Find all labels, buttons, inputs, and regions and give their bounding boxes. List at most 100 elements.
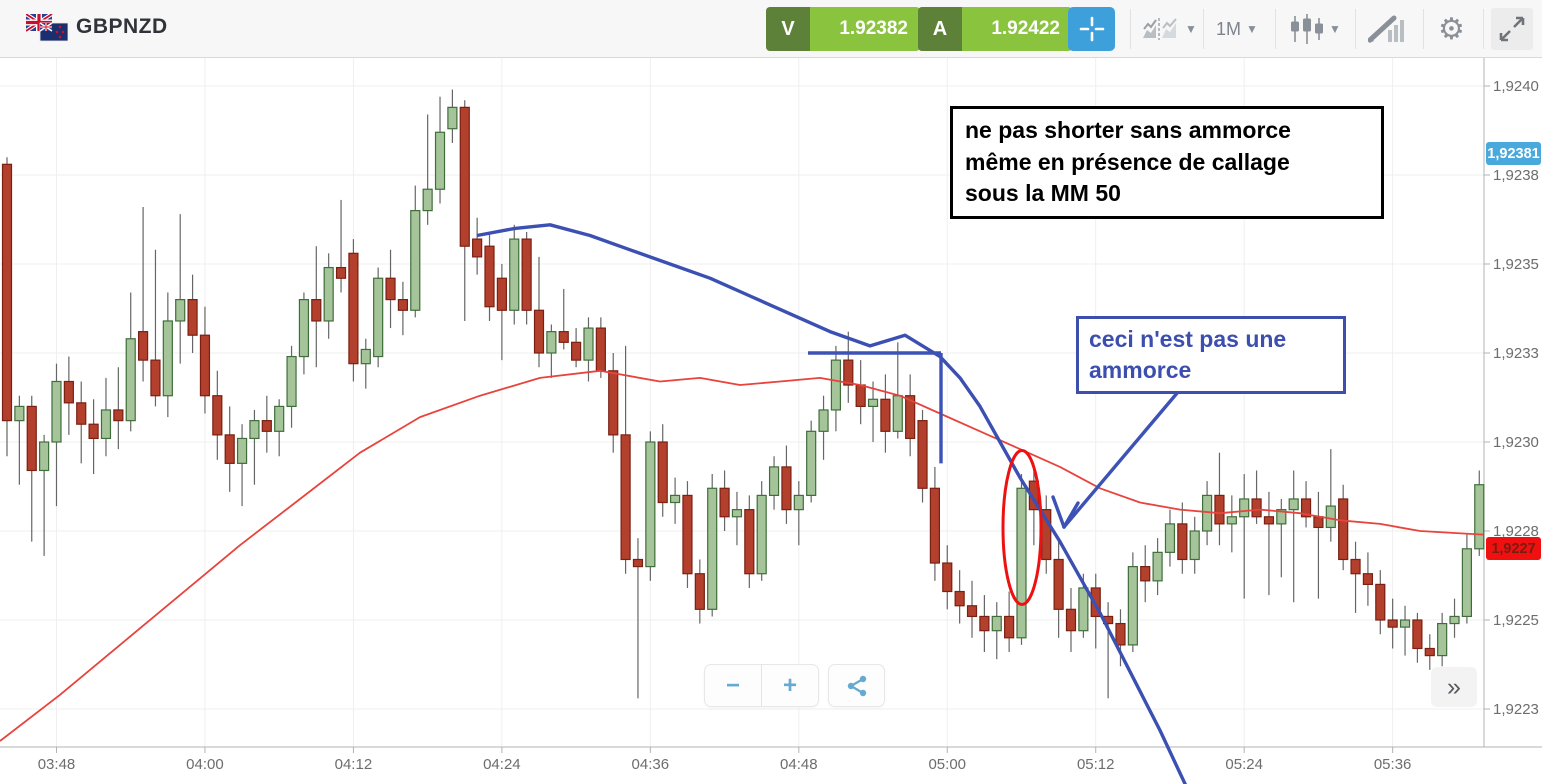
annotation-note-not-a-trigger[interactable]: ceci n'est pas une ammorce bbox=[1076, 316, 1346, 395]
candle bbox=[162, 320, 173, 397]
candle bbox=[261, 420, 272, 432]
candle bbox=[348, 252, 359, 365]
chevron-down-icon: ▼ bbox=[1246, 22, 1258, 36]
candle bbox=[632, 558, 644, 568]
candle bbox=[546, 331, 557, 354]
x-axis-label: 05:24 bbox=[1225, 756, 1263, 773]
candle bbox=[806, 430, 817, 497]
sell-tag: V bbox=[766, 7, 810, 51]
candle bbox=[1, 163, 13, 422]
candle bbox=[608, 370, 619, 436]
candle bbox=[496, 277, 507, 311]
annotation-note-shorting-rule[interactable]: ne pas shorter sans ammorce même en prés… bbox=[950, 106, 1384, 220]
candle bbox=[1338, 498, 1349, 561]
candle bbox=[236, 437, 248, 464]
candle bbox=[1387, 619, 1398, 628]
zoom-in-button[interactable]: + bbox=[782, 671, 797, 699]
candle bbox=[1164, 523, 1176, 553]
mm50-moving-average-line bbox=[476, 223, 1187, 784]
candle bbox=[830, 359, 842, 411]
candlestick-style-icon bbox=[1291, 14, 1323, 44]
candle bbox=[1399, 619, 1411, 628]
candle bbox=[719, 487, 730, 518]
buy-button[interactable]: A 1.92422 bbox=[918, 7, 1072, 51]
x-axis-label: 04:36 bbox=[631, 756, 670, 773]
fullscreen-button[interactable] bbox=[1491, 8, 1533, 50]
candle bbox=[533, 309, 545, 354]
candle bbox=[1016, 487, 1027, 639]
crosshair-icon bbox=[1079, 16, 1104, 42]
candle bbox=[1115, 622, 1126, 646]
indicators-button[interactable] bbox=[1368, 7, 1404, 51]
candle bbox=[410, 210, 421, 311]
candle bbox=[1152, 551, 1163, 582]
compare-chart-dropdown[interactable]: ▼ bbox=[1142, 7, 1197, 51]
candle bbox=[1263, 516, 1275, 525]
candle bbox=[558, 331, 569, 343]
candle bbox=[298, 299, 310, 358]
candle bbox=[1004, 615, 1015, 639]
buy-price: 1.92422 bbox=[962, 7, 1072, 51]
candle bbox=[905, 395, 916, 440]
note-line: ammorce bbox=[1089, 357, 1192, 384]
candle bbox=[571, 341, 582, 361]
x-axis-label: 04:00 bbox=[186, 756, 224, 773]
candle bbox=[855, 384, 866, 408]
candle bbox=[793, 494, 804, 511]
expand-icon bbox=[1499, 16, 1525, 42]
candle bbox=[843, 359, 854, 386]
note-line: ne pas shorter sans ammorce bbox=[965, 117, 1291, 143]
candle bbox=[1375, 583, 1386, 621]
note-line: ceci n'est pas une bbox=[1089, 326, 1287, 352]
candle bbox=[335, 266, 347, 279]
candle bbox=[1140, 565, 1151, 582]
candle bbox=[397, 299, 409, 311]
slow-moving-average-line bbox=[0, 369, 1484, 742]
zoom-out-button[interactable]: − bbox=[705, 665, 762, 706]
candle bbox=[125, 338, 136, 422]
gear-icon: ⚙ bbox=[1438, 12, 1465, 46]
chart-style-dropdown[interactable]: ▼ bbox=[1290, 7, 1341, 51]
last-price-marker: 1,9227 bbox=[1486, 537, 1541, 561]
interval-dropdown[interactable]: 1M ▼ bbox=[1216, 7, 1258, 51]
candle bbox=[1424, 647, 1435, 657]
candle bbox=[1412, 619, 1423, 650]
zoom-controls: − + bbox=[704, 664, 819, 707]
candle bbox=[39, 441, 50, 472]
candle bbox=[459, 106, 470, 247]
candle bbox=[781, 466, 792, 511]
candle bbox=[1288, 498, 1299, 511]
candle bbox=[212, 395, 223, 436]
candle bbox=[979, 615, 990, 632]
candle bbox=[1065, 608, 1077, 632]
x-axis-label: 05:00 bbox=[928, 756, 967, 773]
candle bbox=[1300, 498, 1312, 518]
collapse-panel-button[interactable]: » bbox=[1431, 667, 1477, 707]
share-button[interactable] bbox=[828, 664, 885, 707]
candle bbox=[707, 487, 718, 610]
crosshair-tool-button[interactable] bbox=[1068, 7, 1115, 51]
candle bbox=[1239, 498, 1250, 518]
candle bbox=[447, 106, 458, 130]
candle bbox=[620, 434, 631, 561]
sell-button[interactable]: V 1.92382 bbox=[766, 7, 920, 51]
candle bbox=[175, 299, 186, 322]
sell-price: 1.92382 bbox=[810, 7, 920, 51]
candle bbox=[645, 441, 656, 568]
candle bbox=[1350, 558, 1361, 575]
candle bbox=[311, 299, 322, 322]
candle bbox=[818, 409, 829, 432]
x-axis-label: 05:12 bbox=[1076, 756, 1115, 773]
settings-button[interactable]: ⚙ bbox=[1438, 7, 1465, 51]
candle bbox=[892, 395, 903, 432]
candle bbox=[137, 331, 149, 361]
candle bbox=[756, 494, 767, 575]
y-axis-label: 1,9233 bbox=[1493, 345, 1539, 362]
candle bbox=[682, 494, 693, 575]
candle bbox=[1127, 565, 1138, 646]
x-axis-label: 04:48 bbox=[780, 756, 818, 773]
candle bbox=[657, 441, 668, 504]
x-axis-label: 04:12 bbox=[334, 756, 373, 773]
